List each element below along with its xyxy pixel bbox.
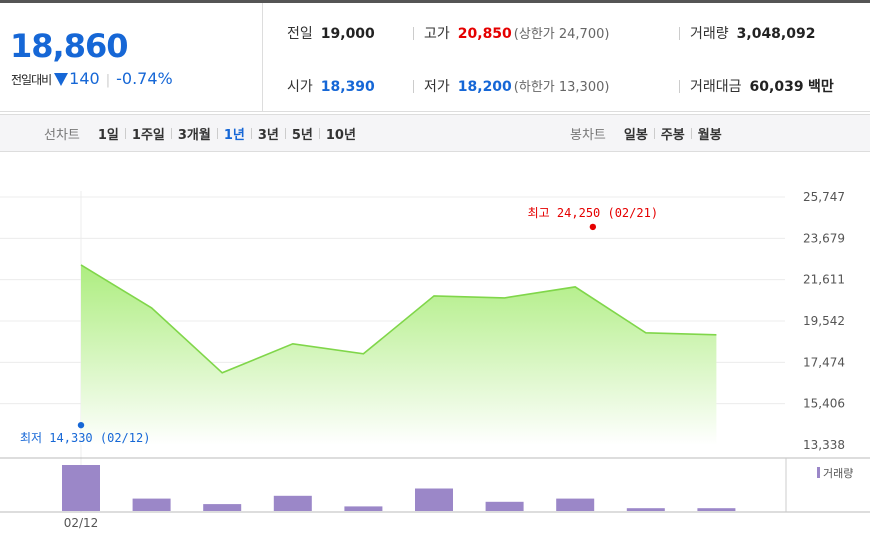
- volume-bar: [697, 508, 736, 511]
- open-label: 시가: [287, 79, 313, 95]
- line-chart-tabs: 선차트 1일 1주일 3개월 1년 3년 5년 10년: [44, 115, 362, 151]
- volume-bar: [415, 488, 453, 511]
- candle-chart-tabs: 봉차트 일봉 주봉 월봉: [570, 115, 728, 151]
- volume-label: 거래량: [690, 26, 729, 42]
- tab-3m[interactable]: 3개월: [177, 127, 211, 143]
- candle-chart-title: 봉차트: [570, 127, 606, 143]
- volume: 거래량 3,048,092: [690, 23, 815, 43]
- separator: [284, 127, 286, 139]
- upper-limit: (상한가 24,700): [513, 27, 610, 42]
- tab-daily[interactable]: 일봉: [623, 127, 648, 143]
- tab-1d[interactable]: 1일: [97, 127, 119, 143]
- y-tick-label: 21,611: [803, 273, 845, 287]
- open-price: 시가 18,390: [287, 76, 375, 96]
- open-value: 18,390: [320, 79, 375, 95]
- volume-legend-swatch: [817, 467, 820, 478]
- low-marker: [77, 421, 85, 429]
- tab-5y[interactable]: 5년: [291, 127, 313, 143]
- divider: [679, 27, 680, 40]
- separator: [250, 127, 252, 139]
- prev-close-value: 19,000: [320, 26, 375, 42]
- divider: [413, 27, 414, 40]
- tab-weekly[interactable]: 주봉: [660, 127, 685, 143]
- volume-legend-label: 거래량: [823, 467, 853, 480]
- volume-bar: [132, 498, 171, 511]
- prev-close-label: 전일: [287, 26, 313, 42]
- low-label: 저가: [424, 79, 450, 95]
- volume-bar: [203, 504, 242, 511]
- volume-bar: [273, 495, 312, 511]
- separator: [216, 127, 218, 139]
- x-tick-label: 02/12: [64, 516, 99, 530]
- separator: [124, 127, 126, 139]
- current-price-box: 18,860 전일대비 140 | -0.74%: [0, 3, 263, 111]
- volume-bar: [626, 508, 665, 511]
- tab-1w[interactable]: 1주일: [131, 127, 165, 143]
- top-border: [0, 0, 870, 3]
- high-label: 고가: [424, 26, 450, 42]
- price-area: [81, 264, 717, 445]
- y-tick-label: 17,474: [803, 355, 845, 369]
- lower-limit: (하한가 13,300): [513, 80, 610, 95]
- tab-3y[interactable]: 3년: [257, 127, 279, 143]
- y-tick-label: 13,338: [803, 438, 845, 452]
- line-chart-title: 선차트: [44, 127, 80, 143]
- tab-monthly[interactable]: 월봉: [697, 127, 722, 143]
- amount-label: 거래대금: [690, 79, 742, 95]
- change-value: 140: [69, 69, 100, 88]
- change-row: 전일대비 140 | -0.74%: [11, 69, 173, 88]
- separator: [318, 127, 320, 139]
- trade-amount: 거래대금 60,039 백만: [690, 76, 834, 96]
- divider: [679, 80, 680, 93]
- price-summary: 18,860 전일대비 140 | -0.74% 전일 19,000 시가 18,390 …: [0, 3, 870, 112]
- high-label: 최고 24,250 (02/21): [528, 206, 658, 220]
- high-marker: [589, 223, 597, 231]
- volume-bar: [62, 465, 100, 511]
- separator: [170, 127, 172, 139]
- volume-bar: [556, 498, 595, 511]
- separator: [653, 127, 655, 139]
- low-label: 최저 14,330 (02/12): [20, 431, 150, 445]
- amount-value: 60,039: [749, 79, 804, 95]
- volume-value: 3,048,092: [736, 26, 816, 42]
- current-price: 18,860: [10, 27, 128, 65]
- volume-bar: [344, 506, 383, 511]
- volume-bar: [485, 501, 524, 511]
- amount-unit: 백만: [808, 79, 834, 95]
- separator: [690, 127, 692, 139]
- change-label: 전일대비: [11, 73, 52, 87]
- separator: |: [105, 73, 111, 88]
- y-tick-label: 15,406: [803, 397, 845, 411]
- low-value: 18,200: [457, 79, 512, 95]
- y-tick-label: 23,679: [803, 231, 845, 245]
- change-percent: -0.74%: [116, 69, 173, 88]
- tab-10y[interactable]: 10년: [325, 127, 356, 143]
- tab-1y[interactable]: 1년: [223, 127, 245, 143]
- chart-tab-bar: 선차트 1일 1주일 3개월 1년 3년 5년 10년 봉차트 일봉 주봉 월봉: [0, 114, 870, 152]
- divider: [413, 80, 414, 93]
- down-triangle-icon: [54, 73, 69, 86]
- low-price: 저가 18,200 (하한가 13,300): [424, 76, 609, 96]
- prev-close: 전일 19,000: [287, 23, 375, 43]
- high-value: 20,850: [457, 26, 512, 42]
- y-tick-label: 19,542: [803, 314, 845, 328]
- price-line: [80, 264, 717, 374]
- y-tick-label: 25,747: [803, 190, 845, 204]
- high-price: 고가 20,850 (상한가 24,700): [424, 23, 609, 43]
